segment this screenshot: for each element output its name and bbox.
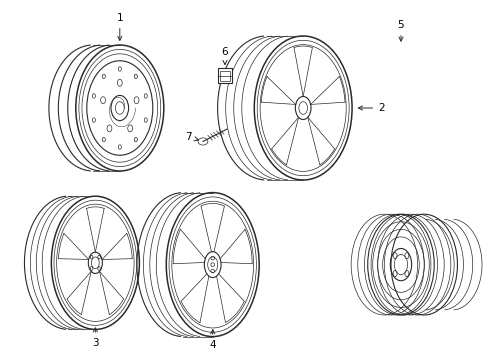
Text: 6: 6	[221, 47, 228, 64]
Text: 2: 2	[358, 103, 384, 113]
Text: 3: 3	[92, 328, 99, 348]
Bar	[219, 71, 229, 81]
Text: 4: 4	[209, 330, 216, 350]
Bar	[217, 68, 232, 83]
Text: 7: 7	[184, 132, 198, 142]
Text: 1: 1	[116, 13, 123, 40]
Text: 5: 5	[397, 20, 404, 41]
